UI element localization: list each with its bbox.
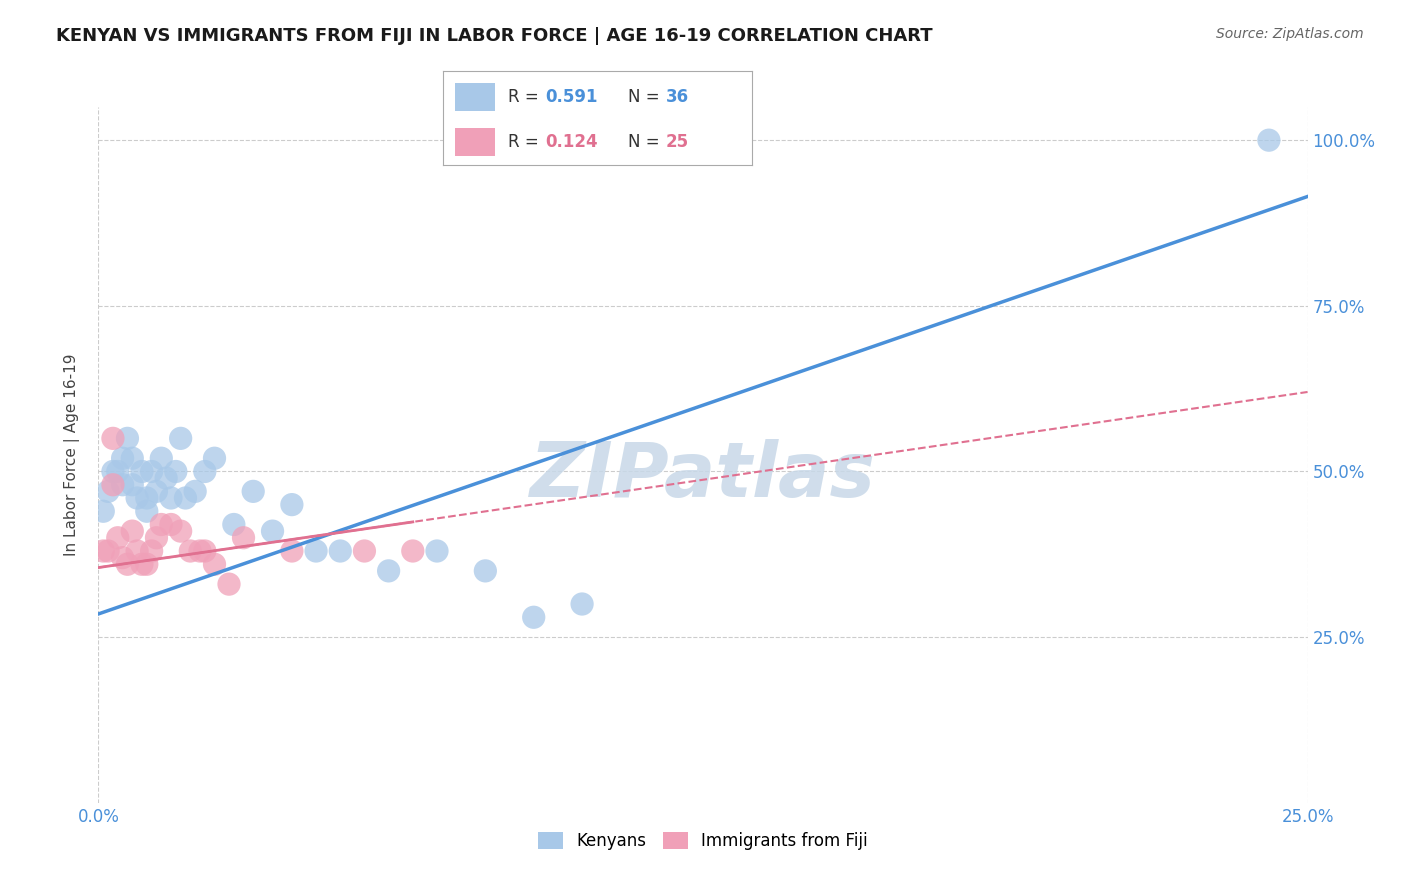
Point [91, 544, 114, 558]
Text: ZIPatlas: ZIPatlas [530, 439, 876, 513]
Text: N =: N = [628, 87, 665, 105]
Text: 0.124: 0.124 [546, 133, 598, 151]
Text: 25: 25 [665, 133, 689, 151]
Point [117, 558, 139, 572]
Point [111, 550, 134, 565]
Point [117, 431, 139, 445]
Point [262, 524, 284, 538]
Point [353, 544, 375, 558]
Point [179, 544, 201, 558]
Point [107, 531, 129, 545]
Point [174, 491, 197, 505]
Point [135, 491, 157, 505]
Point [131, 558, 153, 572]
FancyBboxPatch shape [456, 83, 495, 111]
Point [232, 531, 254, 545]
Point [111, 477, 134, 491]
Point [145, 531, 167, 545]
Point [184, 484, 207, 499]
Point [571, 597, 593, 611]
Point [474, 564, 496, 578]
Point [222, 517, 245, 532]
Text: 36: 36 [665, 87, 689, 105]
Y-axis label: In Labor Force | Age 16-19: In Labor Force | Age 16-19 [63, 353, 80, 557]
Point [1257, 133, 1279, 147]
Point [150, 517, 173, 532]
Point [150, 451, 173, 466]
Point [242, 484, 264, 499]
Text: R =: R = [508, 133, 544, 151]
Point [155, 471, 177, 485]
Legend: Kenyans, Immigrants from Fiji: Kenyans, Immigrants from Fiji [531, 826, 875, 857]
Point [204, 558, 226, 572]
Text: 0.591: 0.591 [546, 87, 598, 105]
Text: R =: R = [508, 87, 544, 105]
Point [169, 431, 191, 445]
Point [97, 484, 120, 499]
Point [305, 544, 328, 558]
Point [204, 451, 226, 466]
Point [426, 544, 449, 558]
Point [101, 431, 124, 445]
Point [188, 544, 211, 558]
Point [402, 544, 425, 558]
Point [281, 498, 304, 512]
Point [107, 465, 129, 479]
Point [329, 544, 352, 558]
Point [121, 524, 143, 538]
Point [218, 577, 240, 591]
Text: Source: ZipAtlas.com: Source: ZipAtlas.com [1216, 27, 1364, 41]
Point [145, 484, 167, 499]
Point [121, 477, 143, 491]
Point [141, 544, 163, 558]
Point [194, 465, 217, 479]
Point [141, 465, 163, 479]
Point [160, 517, 183, 532]
Point [135, 504, 157, 518]
Point [127, 544, 149, 558]
Point [111, 451, 134, 466]
Point [131, 465, 153, 479]
Point [127, 491, 149, 505]
Point [101, 477, 124, 491]
Point [135, 558, 157, 572]
Point [169, 524, 191, 538]
Text: KENYAN VS IMMIGRANTS FROM FIJI IN LABOR FORCE | AGE 16-19 CORRELATION CHART: KENYAN VS IMMIGRANTS FROM FIJI IN LABOR … [56, 27, 932, 45]
Text: N =: N = [628, 133, 665, 151]
Point [97, 544, 120, 558]
Point [377, 564, 399, 578]
Point [160, 491, 183, 505]
Point [91, 504, 114, 518]
FancyBboxPatch shape [456, 128, 495, 156]
Point [101, 465, 124, 479]
Point [523, 610, 546, 624]
Point [121, 451, 143, 466]
Point [165, 465, 187, 479]
Point [194, 544, 217, 558]
Point [281, 544, 304, 558]
